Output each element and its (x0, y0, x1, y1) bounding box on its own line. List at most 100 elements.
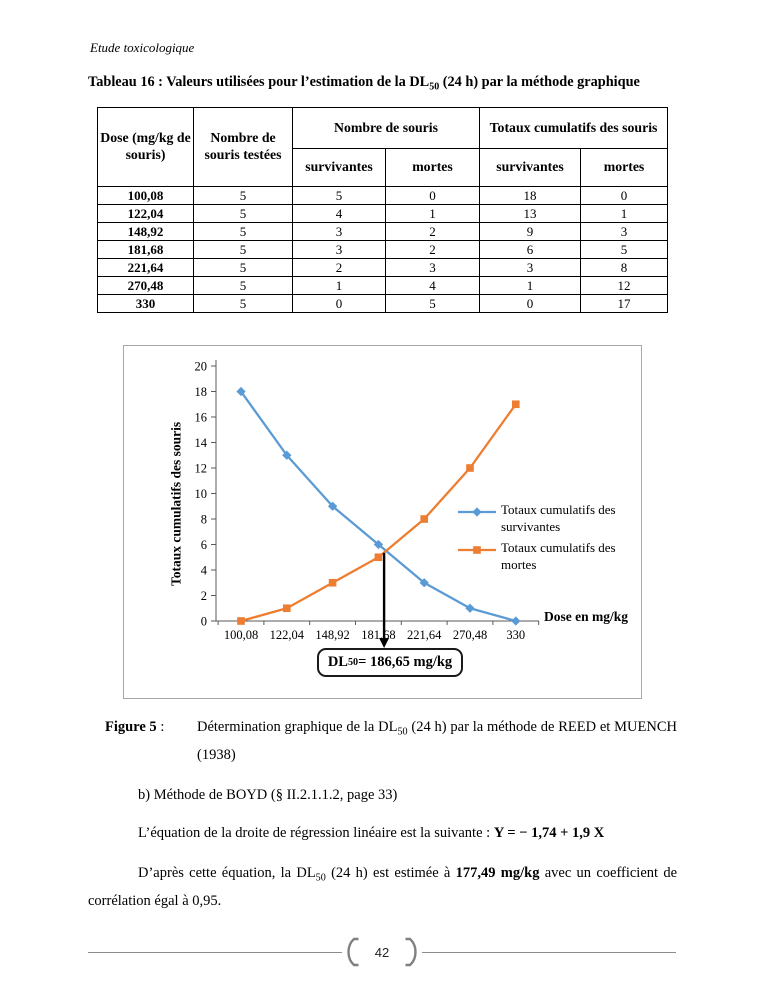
chart-canvas: 0 2 4 6 8 10 12 14 16 18 20 100,08 122,04 148,92 181,6… (195, 360, 540, 648)
cell-value: 12 (579, 276, 669, 295)
cell-value: 2 (385, 240, 480, 259)
figure-colon: : (156, 719, 165, 735)
cell-value: 5 (193, 204, 293, 223)
header-group-cumulative: Totaux cumulatifs des souris (478, 107, 669, 149)
svg-text:0: 0 (201, 615, 207, 629)
cell-value: 0 (579, 186, 669, 205)
svg-text:100,08: 100,08 (224, 628, 258, 642)
footer-rule-left (88, 951, 342, 953)
legend-swatch-survivors-icon (458, 507, 496, 517)
svg-text:4: 4 (201, 564, 208, 578)
figure-caption-text: Détermination graphique de la DL50 (24 h… (197, 719, 677, 763)
annotation-post: = 186,65 mg/kg (358, 654, 453, 670)
table-title: Tableau 16 : Valeurs utilisées pour l’es… (88, 74, 640, 93)
svg-text:330: 330 (506, 628, 525, 642)
paragraph-method-boyd: b) Méthode de BOYD (§ II.2.1.1.2, page 3… (138, 787, 398, 803)
figure-caption-label: Figure 5 : (105, 714, 197, 769)
header-cum-survivors: survivantes (479, 148, 581, 187)
cell-dose: 148,92 (97, 222, 194, 241)
legend-label-survivors: Totaux cumulatifs des survivantes (501, 502, 616, 534)
svg-text:18: 18 (195, 385, 208, 399)
cell-value: 5 (385, 294, 480, 313)
legend-swatch-dead-icon (458, 545, 496, 554)
svg-text:8: 8 (201, 513, 207, 527)
header-cum-dead: mortes (579, 148, 669, 187)
svg-text:148,92: 148,92 (315, 628, 349, 642)
table-row: 270,48 5 1 4 1 12 (97, 276, 669, 295)
cell-value: 4 (292, 204, 386, 223)
cell-value: 1 (385, 204, 480, 223)
page-number: 42 (374, 944, 390, 960)
table-title-sub: 50 (429, 81, 440, 93)
header-dead: mortes (385, 148, 480, 187)
cell-value: 0 (479, 294, 581, 313)
cell-value: 8 (579, 258, 669, 277)
cell-value: 5 (193, 240, 293, 259)
table-title-post: (24 h) par la méthode graphique (439, 74, 640, 90)
legend-item-dead: Totaux cumulatifs des mortes (458, 540, 636, 574)
header-tested: Nombre de souris testées (193, 107, 293, 187)
cell-value: 6 (479, 240, 581, 259)
cell-value: 5 (193, 222, 293, 241)
cell-value: 1 (579, 204, 669, 223)
legend-label-dead: Totaux cumulatifs des mortes (501, 539, 616, 572)
svg-text:2: 2 (201, 589, 207, 603)
results-table: Dose (mg/kg de souris) Nombre de souris … (97, 107, 669, 313)
svg-text:181,68: 181,68 (361, 628, 395, 642)
table-row: 148,92 5 3 2 9 3 (97, 222, 669, 241)
regression-equation: Y = − 1,74 + 1,9 X (493, 825, 605, 841)
table-header: Dose (mg/kg de souris) Nombre de souris … (97, 107, 669, 187)
legend-item-survivors: Totaux cumulatifs des survivantes (458, 502, 636, 536)
dl50-annotation-box: DL 50 = 186,65 mg/kg (317, 648, 463, 677)
paragraph-conclusion: D’après cette équation, la DL50 (24 h) e… (88, 865, 678, 909)
cell-dose: 122,04 (97, 204, 194, 223)
chart: 0 2 4 6 8 10 12 14 16 18 20 100,08 122,04 148,92 181,6… (123, 345, 642, 699)
cell-value: 3 (579, 222, 669, 241)
cell-value: 5 (292, 186, 386, 205)
cell-dose: 100,08 (97, 186, 194, 205)
cell-value: 0 (292, 294, 386, 313)
svg-text:221,64: 221,64 (407, 628, 442, 642)
cell-value: 0 (385, 186, 480, 205)
table-row: 100,08 5 5 0 18 0 (97, 186, 669, 205)
header-group-count: Nombre de souris (292, 107, 480, 149)
cell-dose: 181,68 (97, 240, 194, 259)
svg-text:10: 10 (195, 487, 208, 501)
cell-value: 4 (385, 276, 480, 295)
cell-value: 2 (292, 258, 386, 277)
cell-value: 5 (193, 276, 293, 295)
cell-value: 9 (479, 222, 581, 241)
header-dose: Dose (mg/kg de souris) (97, 107, 194, 187)
svg-text:122,04: 122,04 (270, 628, 305, 642)
cell-value: 13 (479, 204, 581, 223)
svg-text:270,48: 270,48 (453, 628, 487, 642)
cell-value: 3 (385, 258, 480, 277)
annotation-sub: 50 (347, 657, 359, 668)
running-head: Etude toxicologique (90, 40, 195, 55)
cell-value: 3 (292, 240, 386, 259)
table-row: 221,64 5 2 3 3 8 (97, 258, 669, 277)
header-survivors: survivantes (292, 148, 386, 187)
svg-text:16: 16 (195, 411, 208, 425)
cell-value: 2 (385, 222, 480, 241)
footer-right-bracket-icon (405, 937, 417, 967)
cell-value: 5 (193, 186, 293, 205)
footer-left-bracket-icon (347, 937, 359, 967)
page-footer: 42 (88, 937, 676, 967)
figure-number: Figure 5 (105, 719, 157, 735)
table-title-pre: Tableau 16 : Valeurs utilisées pour l’es… (88, 74, 430, 90)
table-row: 181,68 5 3 2 6 5 (97, 240, 669, 259)
cell-value: 3 (292, 222, 386, 241)
svg-text:14: 14 (195, 436, 208, 450)
chart-y-axis-title: Totaux cumulatifs des souris (168, 421, 184, 587)
cell-dose: 270,48 (97, 276, 194, 295)
cell-value: 18 (479, 186, 581, 205)
paragraph-equation: L’équation de la droite de régression li… (138, 825, 605, 841)
table-row: 330 5 0 5 0 17 (97, 294, 669, 313)
svg-text:12: 12 (195, 462, 208, 476)
cell-value: 1 (292, 276, 386, 295)
dl50-estimate-value: 177,49 mg/kg (455, 865, 540, 881)
figure-caption: Figure 5 : Détermination graphique de la… (105, 714, 677, 769)
cell-value: 5 (193, 258, 293, 277)
